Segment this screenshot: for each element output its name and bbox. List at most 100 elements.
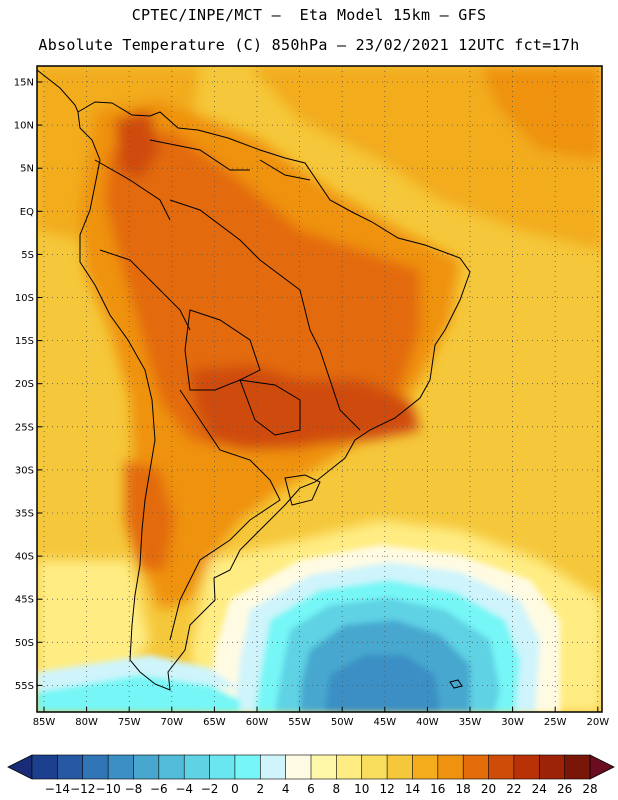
map-frame bbox=[36, 65, 603, 713]
longitude-axis: 85W 80W 75W 70W 65W 60W 55W 50W 45W 40W 35W 30W 25W 2… bbox=[33, 707, 609, 728]
colorbar-swatch bbox=[462, 754, 490, 780]
lat-tick-label: 35S bbox=[15, 509, 34, 520]
lat-tick-label: 40S bbox=[15, 552, 34, 563]
colorbar-label: −12 bbox=[70, 782, 95, 796]
colorbar-label: 24 bbox=[532, 782, 547, 796]
colorbar-label: 12 bbox=[379, 782, 394, 796]
colorbar-label: 2 bbox=[256, 782, 264, 796]
colorbar-swatch bbox=[133, 754, 160, 780]
field-hotter-andes-south bbox=[125, 460, 175, 570]
colorbar-swatch bbox=[386, 754, 414, 780]
chart-title: CPTEC/INPE/MCT – Eta Model 15km – GFS bbox=[131, 6, 487, 24]
border-venezuela bbox=[149, 139, 250, 171]
colorbar-label: 26 bbox=[557, 782, 572, 796]
colorbar-swatch bbox=[538, 754, 566, 780]
colorbar-swatch bbox=[57, 754, 84, 780]
coastline-south-america bbox=[77, 101, 471, 691]
colorbar-label: 0 bbox=[231, 782, 239, 796]
coastline-central-america bbox=[37, 69, 79, 113]
lon-tick-label: 60W bbox=[246, 717, 269, 728]
colorbar-swatch bbox=[437, 754, 464, 780]
colorbar-label: 8 bbox=[333, 782, 341, 796]
lat-tick-label: 15S bbox=[15, 336, 34, 347]
lon-tick-label: 75W bbox=[118, 717, 141, 728]
lat-lon-grid bbox=[37, 66, 602, 712]
border-brazil-west bbox=[169, 199, 361, 431]
colorbar-label: 10 bbox=[354, 782, 369, 796]
colorbar-swatch bbox=[564, 754, 591, 780]
colorbar-label: 14 bbox=[405, 782, 420, 796]
lon-tick-label: 30W bbox=[501, 717, 524, 728]
border-guianas bbox=[259, 159, 311, 181]
field-hot-caribbean bbox=[480, 66, 602, 160]
colorbar-swatch bbox=[361, 754, 388, 780]
lon-tick-label: 80W bbox=[75, 717, 98, 728]
temperature-field bbox=[37, 66, 602, 712]
colorbar-label: −8 bbox=[125, 782, 143, 796]
lat-tick-label: 25S bbox=[15, 422, 34, 433]
colorbar-swatch bbox=[336, 754, 363, 780]
colorbar-label: 4 bbox=[282, 782, 290, 796]
colorbar-swatch bbox=[234, 754, 261, 780]
colorbar-swatch bbox=[183, 754, 211, 780]
colorbar-label: 20 bbox=[481, 782, 496, 796]
colorbar-label: −14 bbox=[45, 782, 70, 796]
colorbar-swatch bbox=[209, 754, 236, 780]
colorbar-arrow-low bbox=[7, 754, 33, 780]
colorbar-label: 6 bbox=[307, 782, 315, 796]
land-outlines bbox=[37, 69, 471, 691]
colorbar-swatch bbox=[285, 754, 312, 780]
field-blue-deep bbox=[325, 655, 440, 712]
lat-tick-label: 45S bbox=[15, 595, 34, 606]
lon-tick-label: 20W bbox=[586, 717, 609, 728]
colorbar-label: −6 bbox=[150, 782, 168, 796]
border-colombia bbox=[94, 159, 171, 221]
colorbar-label: −4 bbox=[175, 782, 193, 796]
colorbar-swatch bbox=[488, 754, 515, 780]
lon-tick-label: 65W bbox=[203, 717, 226, 728]
lat-tick-label: EQ bbox=[20, 207, 34, 218]
colorbar-swatch bbox=[259, 754, 287, 780]
lat-tick-label: 30S bbox=[15, 465, 34, 476]
colorbar-label: −10 bbox=[95, 782, 120, 796]
colorbar-arrow-high bbox=[589, 754, 615, 780]
colorbar-swatch bbox=[82, 754, 109, 780]
lat-tick-label: 15N bbox=[14, 78, 34, 89]
colorbar-label: 18 bbox=[456, 782, 471, 796]
lon-tick-label: 50W bbox=[331, 717, 354, 728]
colorbar-swatch bbox=[513, 754, 540, 780]
colorbar-swatch bbox=[31, 754, 58, 780]
colorbar-swatch bbox=[107, 754, 135, 780]
colorbar-label: 16 bbox=[430, 782, 445, 796]
lat-tick-label: 10S bbox=[15, 293, 34, 304]
lon-tick-label: 70W bbox=[160, 717, 183, 728]
lat-tick-label: 55S bbox=[15, 681, 34, 692]
colorbar-label: 22 bbox=[506, 782, 521, 796]
lon-tick-label: 85W bbox=[33, 717, 56, 728]
border-paraguay bbox=[239, 379, 301, 436]
lon-tick-label: 35W bbox=[459, 717, 482, 728]
lat-tick-label: 50S bbox=[15, 638, 34, 649]
colorbar: −14 −12 −10 −8 −6 −4 −2 0 2 4 6 8 10 12 14 16 18 20 22 24 26… bbox=[7, 754, 615, 796]
border-argentina bbox=[169, 389, 281, 641]
field-pale-south bbox=[37, 560, 150, 690]
island-falklands bbox=[449, 679, 463, 689]
field-core-north bbox=[115, 110, 160, 180]
lat-tick-label: 5S bbox=[21, 250, 34, 261]
lat-tick-label: 20S bbox=[15, 379, 34, 390]
lon-tick-label: 55W bbox=[288, 717, 311, 728]
field-core-parana bbox=[190, 365, 420, 450]
border-uruguay bbox=[284, 474, 321, 506]
lat-tick-label: 5N bbox=[20, 164, 34, 175]
field-ice-tail bbox=[37, 655, 240, 692]
colorbar-swatch bbox=[310, 754, 337, 780]
colorbar-label: 28 bbox=[582, 782, 597, 796]
colorbar-swatch bbox=[412, 754, 439, 780]
field-hotter-interior bbox=[105, 130, 420, 450]
border-peru bbox=[99, 249, 191, 331]
lon-tick-label: 40W bbox=[416, 717, 439, 728]
colorbar-label: −2 bbox=[201, 782, 219, 796]
chart-subtitle: Absolute Temperature (C) 850hPa – 23/02/… bbox=[38, 36, 580, 54]
colorbar-swatch bbox=[158, 754, 185, 780]
